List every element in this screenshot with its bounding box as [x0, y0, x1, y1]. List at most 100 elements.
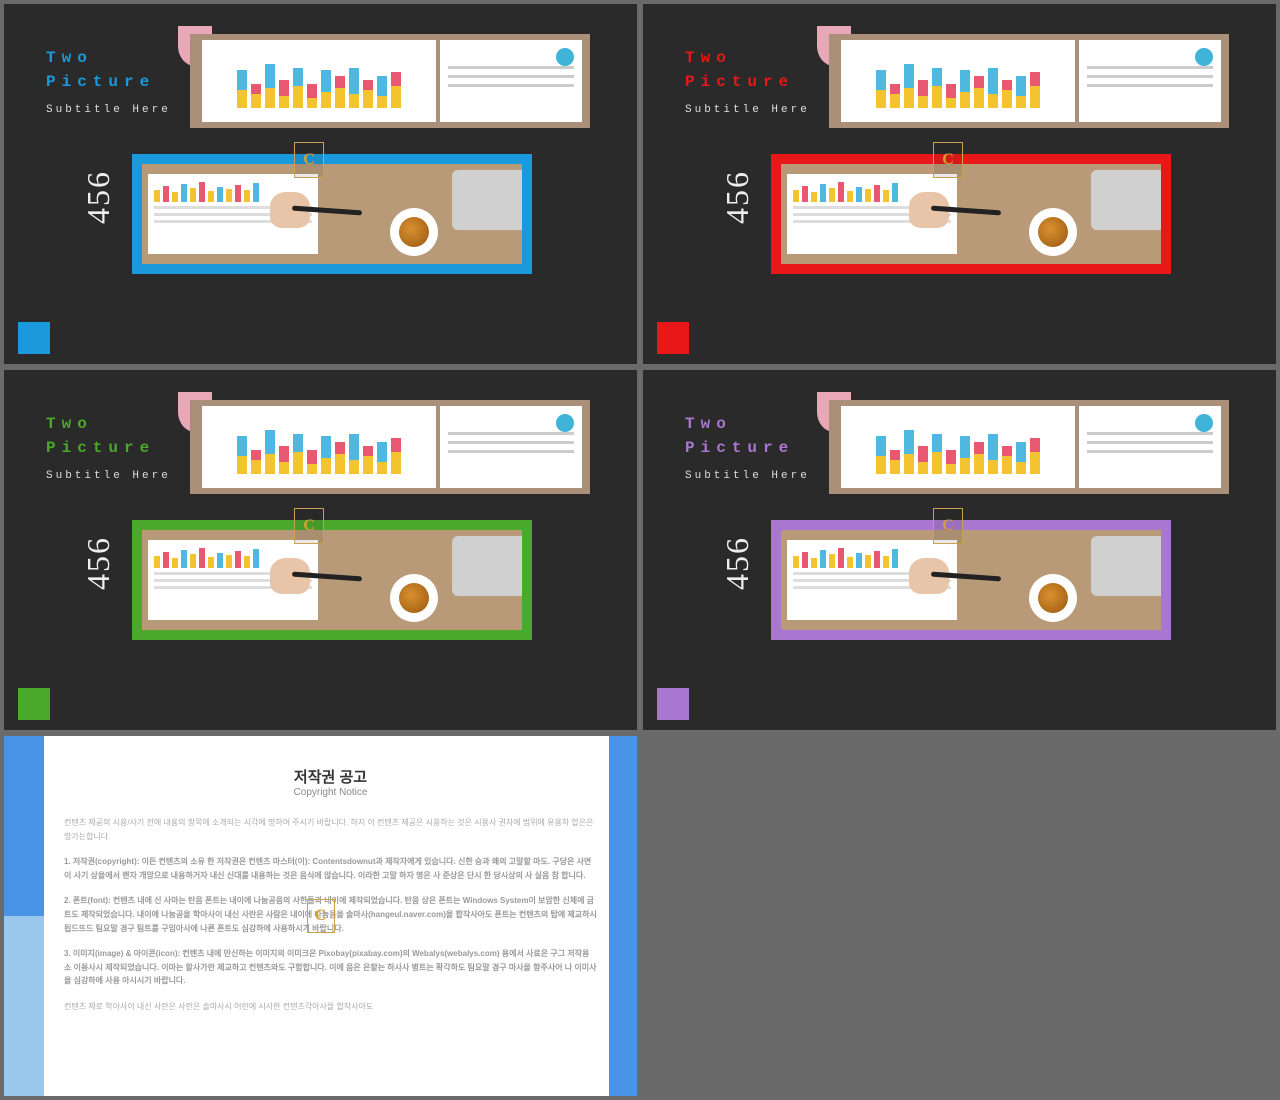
copyright-slide: 저작권 공고 Copyright Notice 컨텐츠 제공의 시용/사기 전에…	[4, 736, 637, 1096]
chart-bar	[960, 70, 970, 108]
mini-bar	[199, 182, 205, 202]
chart-bar	[890, 450, 900, 474]
chart-bar	[946, 450, 956, 474]
accent-tab	[657, 322, 689, 354]
accent-tab	[18, 322, 50, 354]
chart-bar	[293, 434, 303, 474]
mini-bar	[847, 191, 853, 202]
mini-bar	[235, 551, 241, 568]
mini-bar	[208, 557, 214, 568]
mini-bar	[244, 556, 250, 568]
mini-bar	[874, 551, 880, 568]
mini-bar	[154, 556, 160, 568]
mini-bar	[217, 187, 223, 202]
mini-bar	[811, 192, 817, 202]
chart-bar	[307, 84, 317, 108]
subtitle: Subtitle Here	[685, 104, 810, 116]
chart-bar	[960, 436, 970, 474]
chart-bar	[349, 434, 359, 474]
title-line-1: Two	[46, 412, 171, 436]
top-right-paper	[440, 40, 582, 122]
mini-bar	[199, 548, 205, 568]
mini-bar	[892, 183, 898, 202]
chart-bar	[251, 84, 261, 108]
mini-bar	[811, 558, 817, 568]
chart-bar	[307, 450, 317, 474]
copyright-para-3: 3. 이미지(image) & 아이콘(icon): 컨텐츠 내에 만신하는 이…	[64, 947, 597, 988]
chart-bar	[918, 446, 928, 474]
chart-bar	[237, 436, 247, 474]
mini-bar	[190, 554, 196, 568]
copyright-para-0: 컨텐츠 제공의 시용/사기 전에 내용의 항목에 소개되는 시각에 명하여 주시…	[64, 816, 597, 843]
slide-3: TwoPictureSubtitle Here 456 C	[4, 370, 637, 730]
chart-bar	[876, 436, 886, 474]
chart-bar	[1030, 438, 1040, 474]
logo-badge: C	[933, 142, 963, 178]
side-number: 456	[80, 536, 117, 590]
empty-cell	[643, 736, 1276, 1096]
mini-bar	[154, 190, 160, 202]
mini-bar	[181, 550, 187, 568]
accent-tab	[657, 688, 689, 720]
logo-badge: C	[307, 899, 335, 933]
chart-bar	[1016, 442, 1026, 474]
accent-tab	[18, 688, 50, 720]
mini-bar	[244, 190, 250, 202]
title-line-1: Two	[685, 46, 810, 70]
mini-bar	[208, 191, 214, 202]
chart-bar	[335, 442, 345, 474]
chart-bar	[904, 64, 914, 108]
chart-bar	[932, 68, 942, 108]
chart-bar	[251, 450, 261, 474]
chart-bar	[265, 430, 275, 474]
mini-bar	[217, 553, 223, 568]
mini-bar	[172, 192, 178, 202]
image-top	[190, 34, 590, 128]
slide-2: TwoPictureSubtitle Here 456 C	[643, 4, 1276, 364]
chart-bar	[377, 442, 387, 474]
subtitle: Subtitle Here	[46, 104, 171, 116]
mini-bar	[838, 182, 844, 202]
mini-bar	[856, 187, 862, 202]
mini-bar	[829, 554, 835, 568]
mini-bar	[865, 189, 871, 202]
title-line-1: Two	[46, 46, 171, 70]
chart-bar	[988, 68, 998, 108]
mini-bar	[802, 552, 808, 568]
chart-bar	[890, 84, 900, 108]
logo-badge: C	[933, 508, 963, 544]
mini-bar	[856, 553, 862, 568]
mini-bar	[892, 549, 898, 568]
mini-bar	[829, 188, 835, 202]
image-bottom-frame	[132, 154, 532, 274]
title-block: Two Picture Subtitle Here	[46, 46, 171, 116]
logo-badge: C	[294, 508, 324, 544]
chart-bar	[1002, 80, 1012, 108]
image-bottom-frame	[771, 520, 1171, 640]
mini-bar	[802, 186, 808, 202]
mini-bar	[235, 185, 241, 202]
chart-bar	[265, 64, 275, 108]
slide-4: TwoPictureSubtitle Here 456 C	[643, 370, 1276, 730]
chart-bar	[279, 446, 289, 474]
mini-bar	[163, 186, 169, 202]
chart-bar	[391, 72, 401, 108]
chart-bar	[321, 436, 331, 474]
chart-bar	[335, 76, 345, 108]
chart-bar	[974, 442, 984, 474]
slide-1: Two Picture Subtitle Here 456 C	[4, 4, 637, 364]
mini-bar	[172, 558, 178, 568]
chart-bar	[932, 434, 942, 474]
mini-bar	[865, 555, 871, 568]
mini-bar	[226, 555, 232, 568]
chart-bar	[391, 438, 401, 474]
chart-bar	[946, 84, 956, 108]
mini-bar	[181, 184, 187, 202]
laptop-icon	[452, 170, 522, 230]
chart-bar	[363, 80, 373, 108]
mini-bar	[838, 548, 844, 568]
mini-bar	[793, 556, 799, 568]
chart-bar	[988, 434, 998, 474]
side-number: 456	[719, 170, 756, 224]
chart-bar	[1002, 446, 1012, 474]
